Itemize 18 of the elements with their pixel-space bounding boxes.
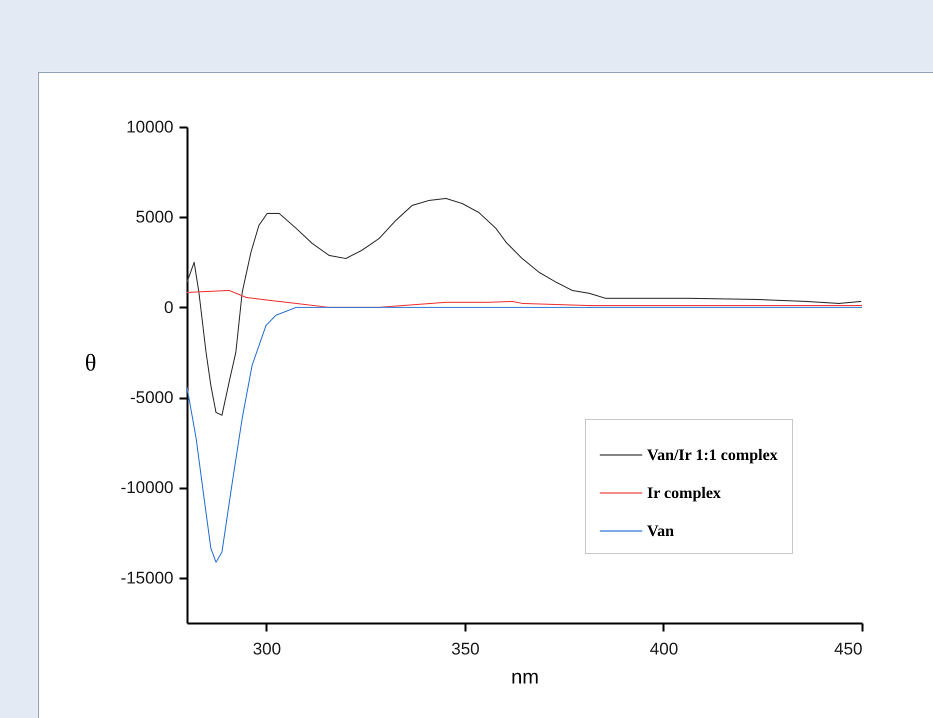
legend-label: Van [647, 523, 674, 540]
y-tick-label: 10000 [126, 118, 174, 136]
line-series [187, 290, 862, 308]
y-tick-label: 0 [164, 298, 174, 317]
x-tick-label: 450 [834, 640, 862, 658]
legend-label: Van/Ir 1:1 complex [647, 447, 778, 464]
legend-label: Ir complex [647, 485, 721, 502]
y-tick-label: -15000 [120, 568, 174, 588]
y-tick-label: -10000 [120, 478, 174, 498]
line-series [187, 306, 862, 563]
line-series [187, 198, 862, 416]
y-tick-label: 5000 [136, 208, 174, 227]
x-tick-label: 300 [252, 640, 282, 658]
x-tick-label: 400 [650, 640, 678, 658]
x-axis-title: nm [511, 666, 539, 688]
x-tick-label: 350 [451, 640, 480, 658]
y-tick-label: -5000 [130, 388, 174, 408]
y-axis-title: θ [84, 350, 96, 376]
